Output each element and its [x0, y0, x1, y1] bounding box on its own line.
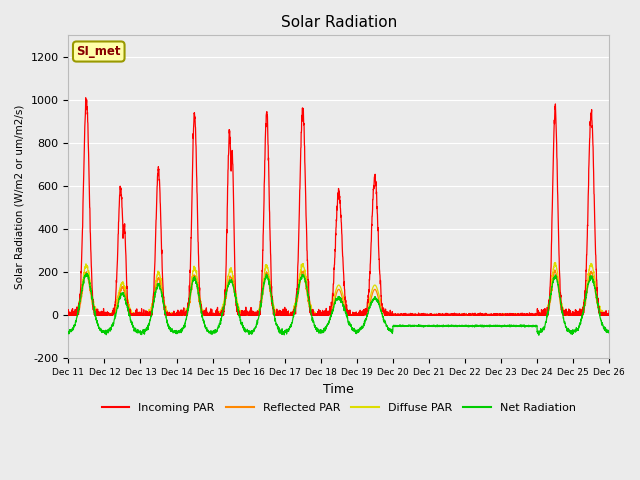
Legend: Incoming PAR, Reflected PAR, Diffuse PAR, Net Radiation: Incoming PAR, Reflected PAR, Diffuse PAR…	[97, 398, 580, 417]
X-axis label: Time: Time	[323, 383, 354, 396]
Y-axis label: Solar Radiation (W/m2 or um/m2/s): Solar Radiation (W/m2 or um/m2/s)	[15, 105, 25, 289]
Text: SI_met: SI_met	[77, 45, 121, 58]
Title: Solar Radiation: Solar Radiation	[280, 15, 397, 30]
